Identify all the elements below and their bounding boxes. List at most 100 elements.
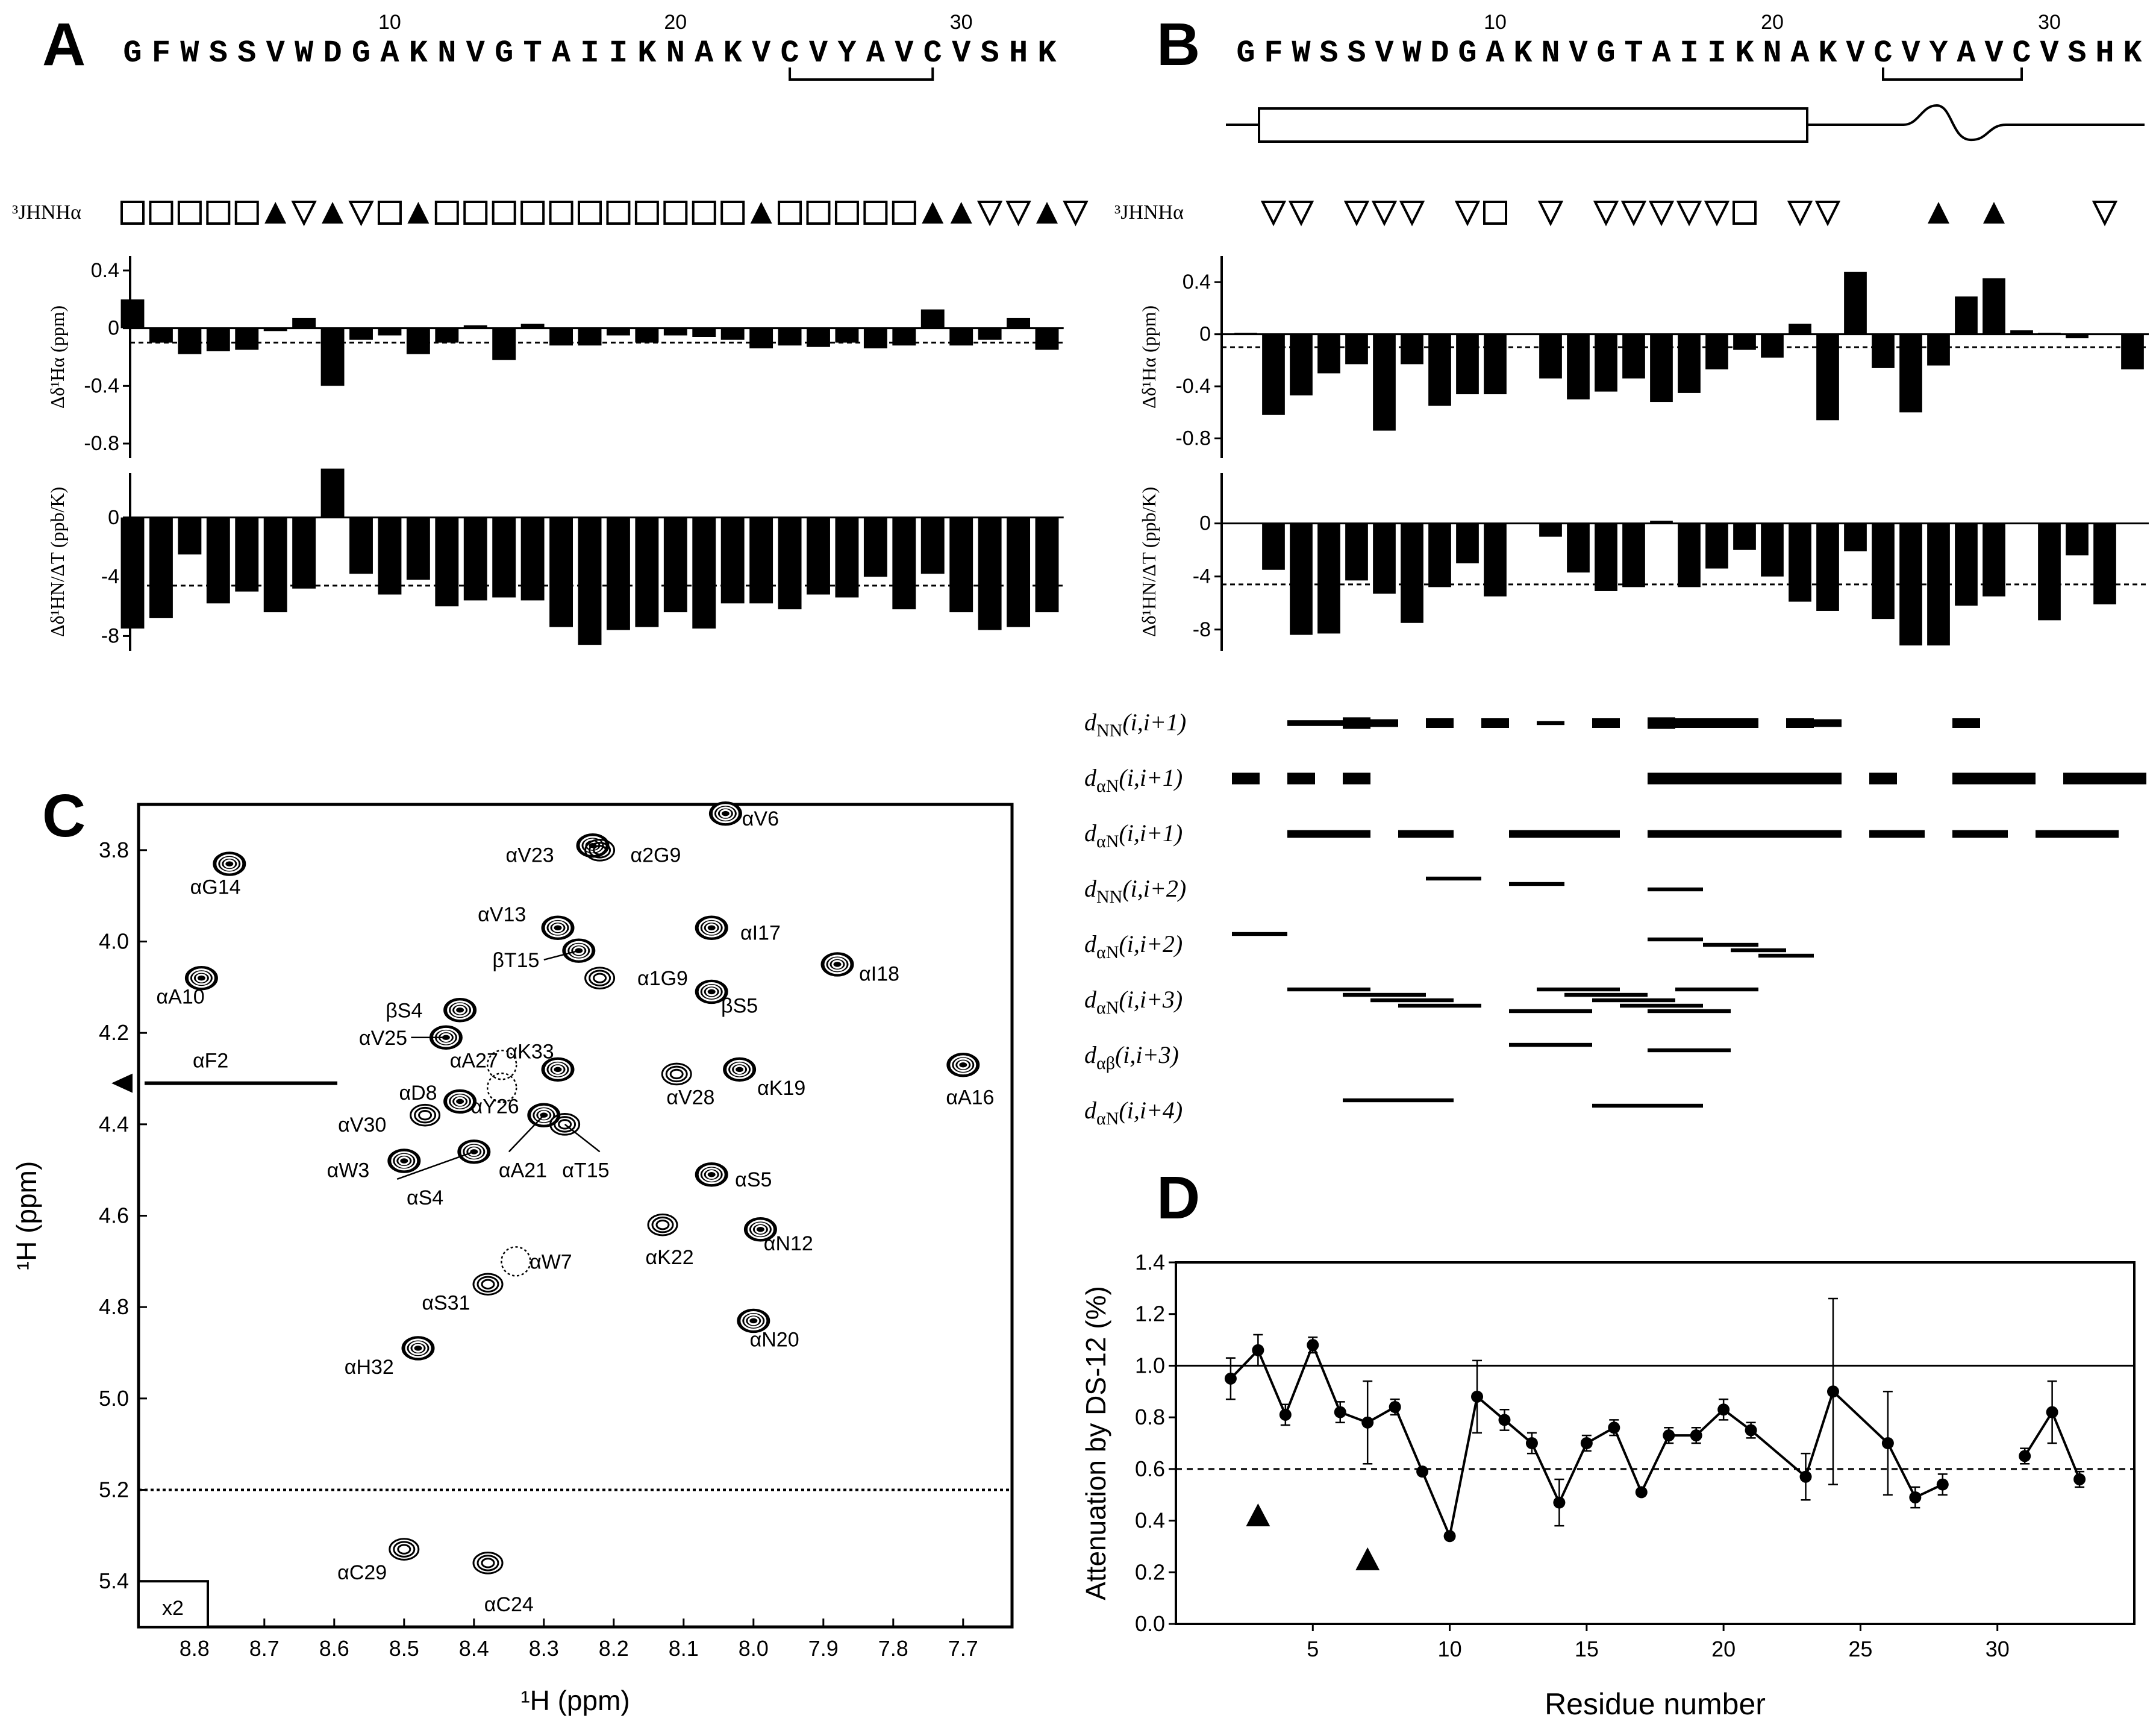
peak-label: αV30 [338,1114,386,1136]
y-tick-label: 1.2 [1135,1302,1165,1326]
noe-connectivity-bar [1648,937,1703,942]
sequence-residue: V [266,36,286,71]
y-tick-label: 0 [108,317,119,340]
bar-mark [1428,523,1451,588]
bar-mark [749,517,773,604]
bar-mark [292,517,316,589]
noe-connectivity-bar [1648,830,1675,838]
bar-mark [1983,278,2005,334]
x-axis-title: ¹H (ppm) [520,1685,630,1716]
bar-mark [206,328,230,351]
bar-mark [435,517,459,607]
data-point [1799,1470,1812,1483]
peak-contour-ring [661,1062,692,1086]
peak-label: αA16 [946,1086,994,1109]
noe-connectivity-bar [1398,830,1454,838]
bar-mark [1955,523,1978,606]
bar-mark [235,517,259,592]
noe-connectivity-bar [1731,718,1758,728]
peak-contour [401,1336,435,1361]
noe-label-subscript: αN [1096,832,1119,851]
noe-connectivity-bar [1952,718,1980,728]
peak-label: αS4 [407,1186,443,1209]
noe-label-d: d [1084,709,1097,736]
peak-contour [737,1308,770,1333]
peak-label: αV25 [359,1027,407,1050]
peak-contour-ring [705,987,717,997]
bar-mark [1290,334,1313,396]
peak-contour [820,952,854,977]
bar-mark [1816,523,1839,611]
noe-connectivity-bar [2036,830,2119,838]
peak-contour-ring [734,1065,746,1074]
peak-contour [472,1273,504,1296]
peak-contour [723,1057,757,1082]
peak-contour-ring [954,1058,973,1072]
data-point [1279,1408,1292,1421]
sequence-residue: K [723,36,743,71]
sequence-residue: N [437,36,456,71]
peak-contour-ring [545,1059,571,1079]
coupling-square-symbol [1733,201,1757,225]
triangle-marker [1355,1547,1380,1570]
noe-connectivity-bar [1537,987,1620,992]
bar-mark [692,517,716,629]
peak-contour-ring [558,1119,572,1130]
data-point [1663,1429,1675,1442]
bar-mark [1733,523,1756,550]
noe-label-subscript: αN [1096,998,1119,1018]
bar-mark [663,517,687,613]
bar-mark [406,517,430,580]
sequence-residue: A [1486,36,1505,71]
sequence-residue: H [2095,36,2114,71]
bar-mark [378,328,402,336]
sequence-residue: V [1569,36,1588,71]
sequence-residue: A [866,36,886,71]
bar-mark [1317,334,1340,374]
peak-contour-ring [545,918,571,938]
noe-connectivity-bar [2063,772,2091,785]
peak-contour-ring [566,941,592,961]
panel-b-letter: B [1157,11,1200,78]
x-tick-label: 8.8 [180,1636,210,1661]
y-tick-label: 4.2 [99,1020,129,1045]
x-tick-label: 8.5 [389,1636,419,1661]
coupling-down-triangle-symbol [2092,201,2118,227]
sequence-residue: C [1873,36,1892,71]
coupling-down-triangle-symbol [976,201,1003,227]
noe-connectivity-bar [1370,719,1398,727]
bar-mark [1844,523,1867,551]
data-point [1525,1437,1538,1449]
coupling-down-triangle-symbol [1787,201,1813,227]
sequence-residue: K [2123,36,2142,71]
peak-contour [389,1538,420,1561]
peak-dotted-circle [486,1072,517,1103]
sequence-residue: K [409,36,428,71]
peak-leader-line [543,950,580,961]
noe-row-label: dNN(i,i+2) [1084,875,1186,907]
sequence-residue: G [1596,36,1615,71]
noe-connectivity-bar [1648,772,1731,785]
noe-row-label: dαβ(i,i+3) [1084,1041,1179,1073]
bar-mark [1401,334,1423,365]
sequence-residue: V [1846,36,1865,71]
data-point [2046,1406,2058,1418]
peak-contour-ring [726,1059,753,1079]
coupling-down-triangle-symbol [1005,201,1031,227]
peak-contour-ring [414,1106,437,1124]
x-tick-label: 7.8 [878,1636,908,1661]
sequence-residue: W [1292,36,1311,71]
peak-contour [584,967,616,989]
sequence-residue: S [2067,36,2086,71]
bar-mark [1899,523,1922,646]
bar-mark [1705,334,1728,370]
y-tick-label: -4 [1193,565,1211,588]
noe-connectivity-bar [1814,719,1842,727]
peak-contour-ring [702,921,721,935]
bar-mark [1007,517,1031,627]
disulfide-bracket [789,67,934,81]
data-point [1745,1424,1757,1437]
sequence-residue: C [780,36,799,71]
plot-frame [1175,1261,2136,1625]
noe-row-label: dαN(i,i+1) [1084,819,1183,851]
